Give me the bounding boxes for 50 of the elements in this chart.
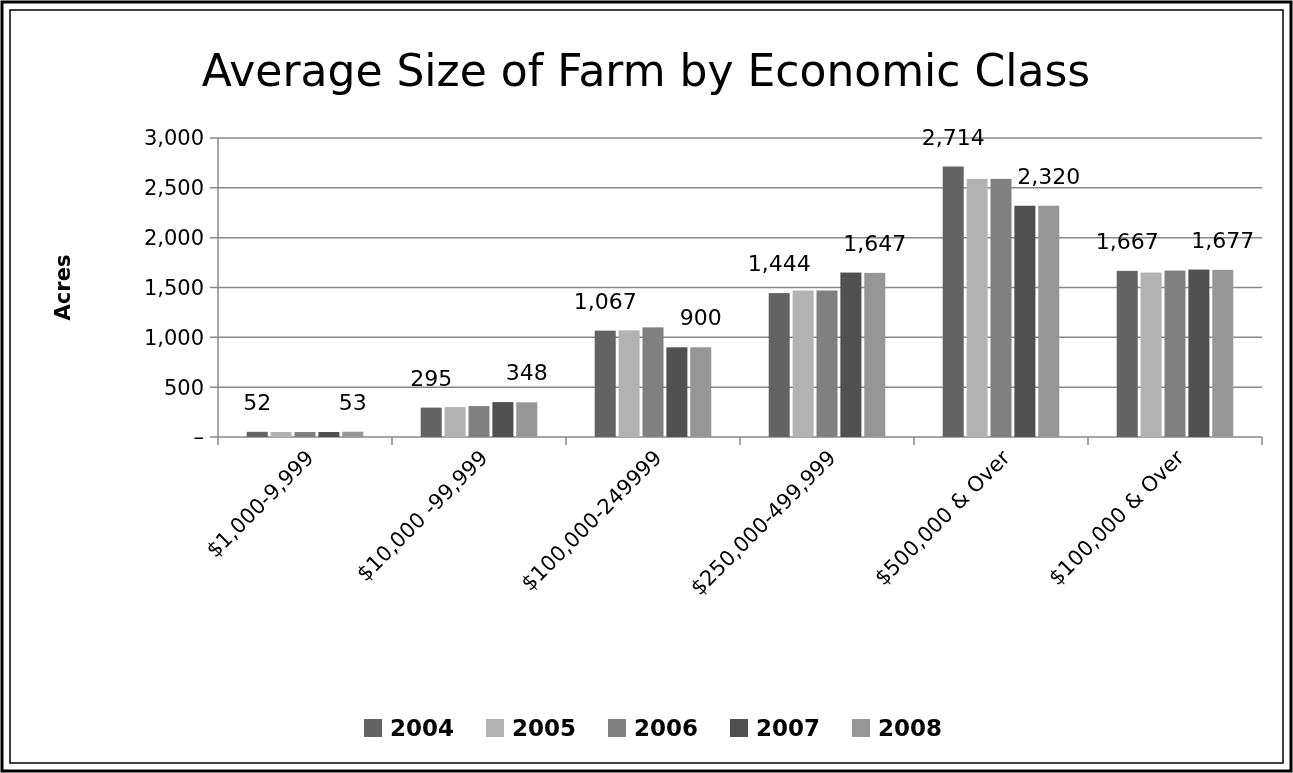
bar <box>1188 269 1210 437</box>
legend-label: 2006 <box>634 715 699 742</box>
data-label: 1,647 <box>843 230 907 256</box>
data-label: 1,677 <box>1191 227 1255 253</box>
bar <box>666 347 688 437</box>
y-tick-label: 3,000 <box>143 126 204 151</box>
y-tick-label: 2,500 <box>143 176 204 201</box>
y-axis-title: Acres <box>51 254 75 321</box>
bar <box>270 432 292 437</box>
bar <box>246 431 268 437</box>
bar <box>792 290 814 437</box>
bar <box>768 293 790 437</box>
data-label: 52 <box>243 389 272 415</box>
bar <box>318 432 340 437</box>
bar <box>1140 272 1162 437</box>
legend-label: 2005 <box>512 715 577 742</box>
bar <box>618 330 640 437</box>
bar <box>690 347 712 437</box>
bar <box>342 431 364 437</box>
bar <box>966 178 988 437</box>
legend-label: 2004 <box>390 715 455 742</box>
y-tick-label: 500 <box>163 375 204 400</box>
bar <box>444 407 466 437</box>
data-label: 900 <box>679 305 722 331</box>
data-label: 1,667 <box>1095 228 1159 254</box>
data-label: 53 <box>338 389 367 415</box>
y-tick-label: – <box>193 425 204 450</box>
bar <box>516 402 538 437</box>
bar <box>492 402 514 437</box>
data-label: 1,444 <box>747 251 811 277</box>
bar <box>420 407 442 437</box>
bar <box>594 330 616 437</box>
bar <box>1116 270 1138 437</box>
y-tick-label: 2,000 <box>143 226 204 251</box>
data-label: 295 <box>410 365 453 391</box>
data-label: 1,067 <box>573 288 637 314</box>
data-label: 348 <box>505 360 548 386</box>
bar <box>1038 205 1060 437</box>
bar <box>942 166 964 437</box>
chart-title: Average Size of Farm by Economic Class <box>201 45 1091 96</box>
bar <box>1014 205 1036 437</box>
y-tick-label: 1,000 <box>143 325 204 350</box>
data-label: 2,714 <box>921 124 985 150</box>
y-tick-label: 1,500 <box>143 275 204 300</box>
bar <box>840 272 862 437</box>
data-label: 2,320 <box>1017 163 1081 189</box>
legend-label: 2008 <box>878 715 943 742</box>
legend-label: 2007 <box>756 715 821 742</box>
bar <box>1212 269 1234 437</box>
bar <box>864 272 886 437</box>
